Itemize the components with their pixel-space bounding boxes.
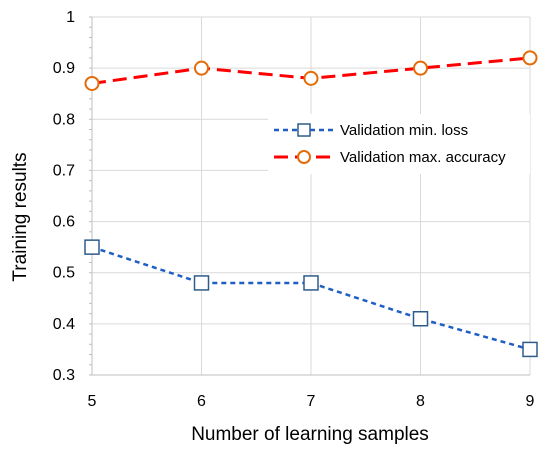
x-axis-title: Number of learning samples bbox=[191, 424, 429, 445]
y-tick-label: 0.5 bbox=[53, 265, 75, 282]
y-axis-title: Training results bbox=[10, 152, 31, 281]
data-point-square bbox=[303, 275, 319, 291]
data-point-circle bbox=[303, 70, 319, 86]
tick-labels: 0.3 0.4 0.5 0.6 0.7 0.8 0.9 1 5 6 7 8 9 bbox=[53, 9, 535, 410]
data-point-circle bbox=[84, 75, 100, 91]
data-point-square bbox=[84, 239, 100, 255]
y-tick-label: 0.7 bbox=[53, 162, 75, 179]
data-point-square bbox=[522, 341, 538, 358]
data-point-square bbox=[193, 275, 210, 291]
y-tick-label: 1 bbox=[66, 9, 75, 26]
legend-marker-square bbox=[297, 123, 311, 137]
legend-label: Validation min. loss bbox=[340, 122, 468, 139]
data-point-circle bbox=[194, 60, 209, 76]
x-tick-label: 5 bbox=[88, 393, 97, 410]
series-line-1 bbox=[91, 245, 531, 351]
y-tick-label: 0.4 bbox=[53, 316, 75, 333]
x-tick-label: 6 bbox=[197, 393, 206, 410]
series-markers bbox=[84, 50, 538, 358]
legend-label: Validation max. accuracy bbox=[340, 149, 506, 166]
y-tick-label: 0.3 bbox=[53, 367, 75, 384]
legend-background bbox=[268, 114, 530, 174]
x-tick-label: 8 bbox=[416, 393, 425, 410]
data-point-circle bbox=[413, 60, 428, 76]
x-tick-label: 7 bbox=[307, 393, 316, 410]
data-point-circle bbox=[522, 50, 538, 66]
y-tick-label: 0.9 bbox=[53, 60, 75, 77]
y-tick-label: 0.6 bbox=[53, 214, 75, 231]
y-tick-label: 0.8 bbox=[53, 111, 75, 128]
legend-marker-circle bbox=[297, 150, 311, 164]
data-point-square bbox=[412, 310, 429, 327]
x-tick-label: 9 bbox=[526, 393, 535, 410]
legend: Validation min. loss Validation max. accu… bbox=[268, 114, 530, 174]
